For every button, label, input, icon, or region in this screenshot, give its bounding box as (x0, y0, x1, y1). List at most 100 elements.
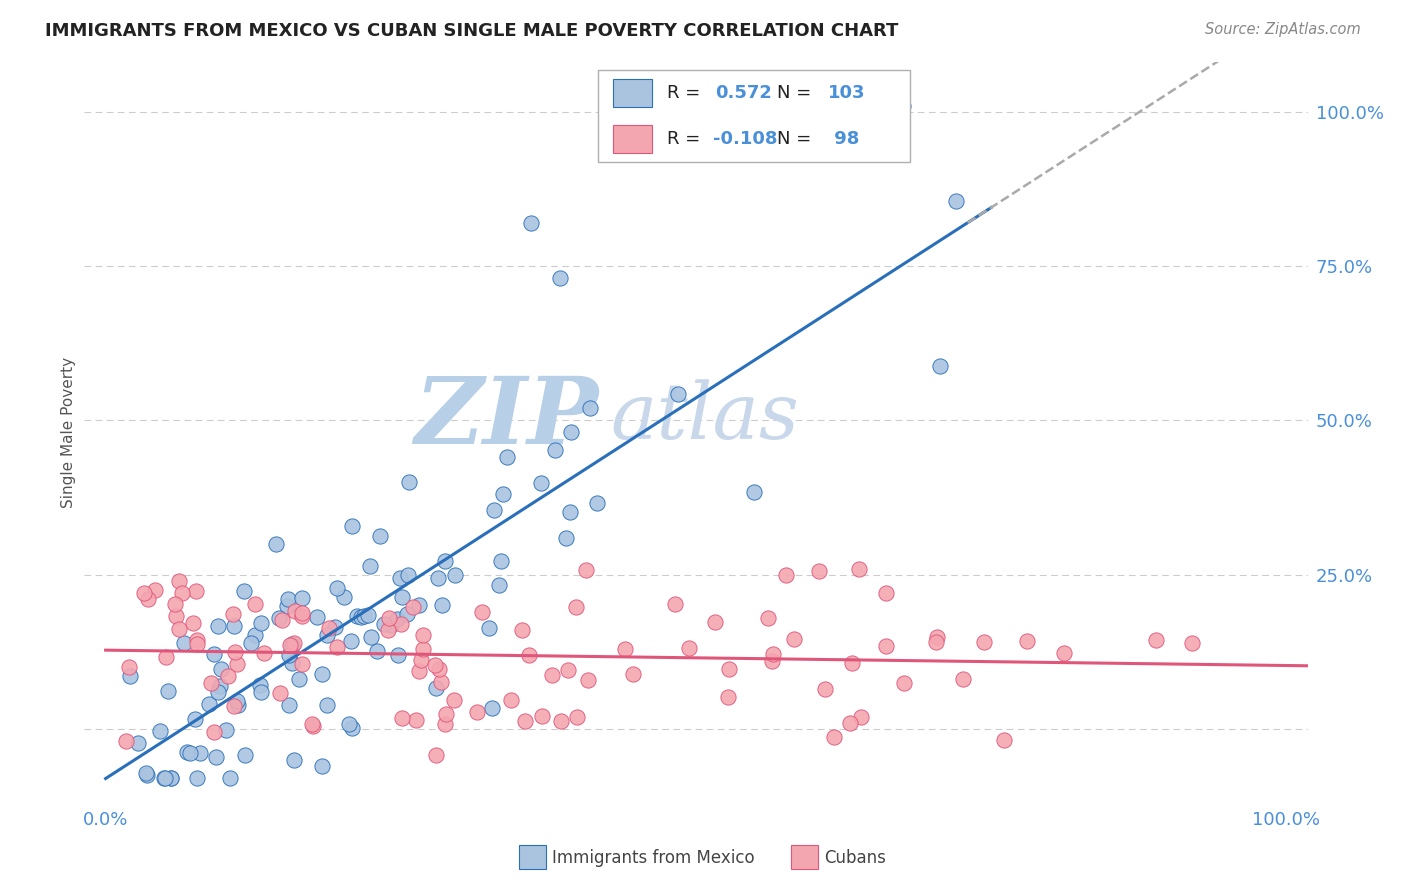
Point (891, 98, 914, 112)
Point (302, 719, 325, 733)
Point (567, 709, 589, 723)
Point (202, 647, 225, 661)
Point (149, 723, 172, 738)
Point (848, 562, 870, 576)
Point (408, 664, 430, 678)
Point (389, 616, 412, 631)
Point (283, 753, 305, 767)
Point (184, 712, 207, 726)
Point (409, 653, 432, 667)
Point (176, 745, 198, 759)
Point (782, 632, 804, 646)
Point (281, 657, 304, 671)
Point (143, 583, 166, 598)
Point (283, 636, 305, 650)
Point (311, 666, 333, 681)
Point (217, 669, 239, 683)
Point (218, 771, 240, 785)
Point (165, 597, 187, 611)
Text: 98: 98 (828, 130, 859, 148)
Text: IMMIGRANTS FROM MEXICO VS CUBAN SINGLE MALE POVERTY CORRELATION CHART: IMMIGRANTS FROM MEXICO VS CUBAN SINGLE M… (45, 22, 898, 40)
Point (340, 633, 363, 648)
Point (839, 716, 862, 731)
Y-axis label: Single Male Poverty: Single Male Poverty (60, 357, 76, 508)
Point (1181, 636, 1204, 650)
Point (928, 359, 950, 373)
Point (249, 685, 271, 699)
Point (165, 608, 187, 623)
Point (704, 615, 727, 629)
Point (153, 771, 176, 785)
Point (170, 586, 193, 600)
Point (717, 662, 740, 676)
Point (184, 583, 207, 598)
Point (471, 605, 494, 619)
Point (360, 630, 382, 644)
FancyBboxPatch shape (519, 845, 546, 870)
Point (668, 387, 690, 401)
Point (398, 475, 420, 490)
Point (814, 681, 837, 696)
Point (132, 586, 155, 600)
Point (492, 486, 515, 500)
Point (136, 768, 159, 782)
Point (388, 570, 411, 584)
Point (557, 663, 579, 677)
Point (281, 639, 304, 653)
Point (269, 611, 291, 625)
Text: -0.108: -0.108 (713, 130, 778, 148)
Point (664, 598, 686, 612)
Point (387, 648, 409, 662)
Point (560, 425, 582, 439)
Point (332, 591, 354, 605)
Point (405, 713, 427, 727)
Text: Source: ZipAtlas.com: Source: ZipAtlas.com (1205, 22, 1361, 37)
FancyBboxPatch shape (613, 125, 652, 153)
Point (717, 690, 740, 704)
Point (993, 732, 1015, 747)
Point (430, 674, 453, 689)
Point (408, 599, 430, 613)
Point (541, 668, 564, 682)
Point (340, 721, 363, 735)
Point (443, 693, 465, 707)
Point (402, 600, 425, 615)
Point (186, 637, 208, 651)
Point (377, 623, 399, 637)
Point (762, 647, 785, 661)
Text: N =: N = (776, 84, 817, 102)
Point (342, 519, 364, 533)
Text: R =: R = (666, 130, 706, 148)
Point (550, 714, 572, 728)
Point (565, 599, 588, 614)
Point (548, 271, 571, 285)
Point (200, 676, 222, 690)
Point (576, 673, 599, 687)
Point (412, 628, 434, 642)
Point (127, 736, 149, 750)
Point (114, 733, 136, 747)
Point (291, 606, 314, 620)
Point (307, 609, 329, 624)
Point (155, 650, 177, 665)
Point (756, 611, 779, 625)
Point (585, 495, 607, 509)
Point (775, 568, 797, 582)
Point (311, 759, 333, 773)
Point (118, 669, 141, 683)
Point (232, 584, 254, 599)
Point (823, 730, 845, 744)
Point (481, 701, 503, 715)
Point (167, 622, 190, 636)
Point (444, 568, 467, 582)
Point (207, 684, 229, 698)
Point (225, 657, 247, 671)
Point (205, 750, 228, 764)
Point (337, 717, 360, 731)
Text: R =: R = (666, 84, 706, 102)
Point (224, 618, 246, 632)
Point (202, 725, 225, 739)
Point (434, 706, 457, 721)
Point (152, 771, 174, 785)
Point (875, 585, 897, 599)
